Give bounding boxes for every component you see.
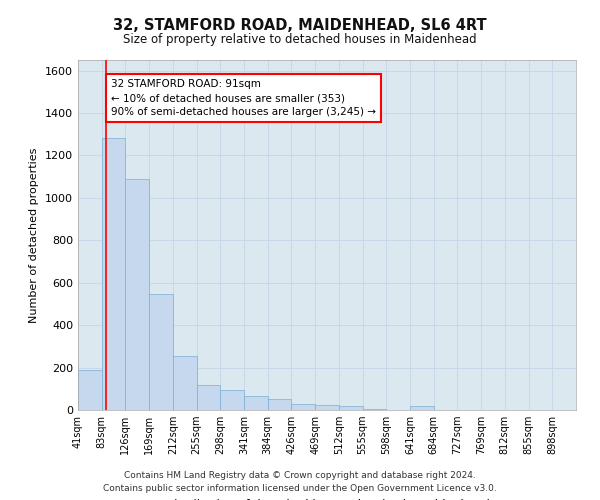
Text: 32, STAMFORD ROAD, MAIDENHEAD, SL6 4RT: 32, STAMFORD ROAD, MAIDENHEAD, SL6 4RT — [113, 18, 487, 32]
Bar — [149, 294, 173, 410]
X-axis label: Distribution of detached houses by size in Maidenhead: Distribution of detached houses by size … — [164, 499, 490, 500]
Bar — [410, 406, 434, 410]
Bar — [315, 406, 339, 410]
Bar — [339, 406, 362, 410]
Bar — [220, 390, 244, 410]
Bar — [78, 370, 102, 410]
Bar — [125, 179, 149, 410]
Y-axis label: Number of detached properties: Number of detached properties — [29, 148, 40, 322]
Bar — [244, 396, 268, 410]
Bar — [292, 404, 315, 410]
Bar — [197, 384, 220, 410]
Text: Contains public sector information licensed under the Open Government Licence v3: Contains public sector information licen… — [103, 484, 497, 493]
Text: 32 STAMFORD ROAD: 91sqm
← 10% of detached houses are smaller (353)
90% of semi-d: 32 STAMFORD ROAD: 91sqm ← 10% of detache… — [111, 79, 376, 117]
Bar — [102, 138, 125, 410]
Text: Contains HM Land Registry data © Crown copyright and database right 2024.: Contains HM Land Registry data © Crown c… — [124, 470, 476, 480]
Text: Size of property relative to detached houses in Maidenhead: Size of property relative to detached ho… — [123, 32, 477, 46]
Bar — [362, 409, 386, 410]
Bar — [173, 356, 197, 410]
Bar — [268, 400, 292, 410]
